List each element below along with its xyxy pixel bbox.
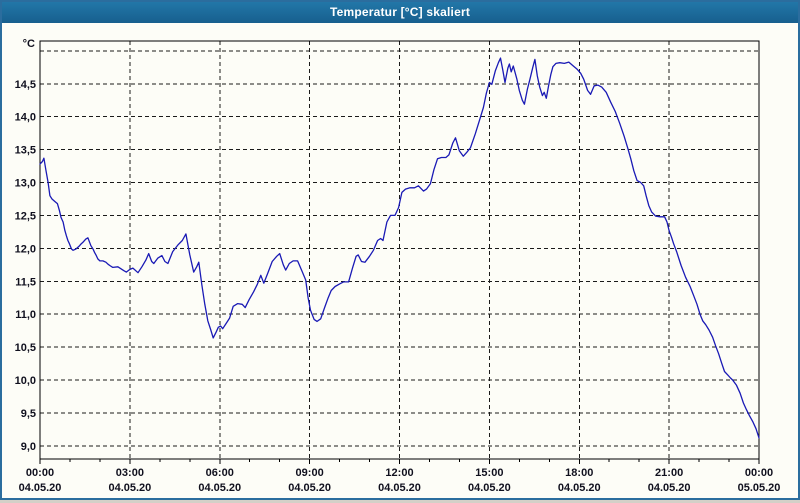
x-tick-date-label: 04.05.20: [468, 482, 511, 494]
y-tick-label: 12,0: [15, 243, 36, 255]
x-tick-time-label: 21:00: [655, 467, 683, 479]
y-tick-label: 10,5: [15, 342, 36, 354]
series-line-temperatur: [39, 57, 760, 439]
x-tick-date-label: 04.05.20: [198, 482, 241, 494]
x-tick-time-label: 09:00: [296, 467, 324, 479]
y-tick-label: 9,5: [21, 408, 36, 420]
x-tick-time-label: 00:00: [26, 467, 54, 479]
chart-area: 9,0 9,5 10,0 10,5 11,0 11,5 12,0 12,5 13,0 13,5 14…: [2, 23, 798, 498]
y-tick-label: 12,5: [15, 210, 36, 222]
x-tick-date-label: 04.05.20: [19, 482, 62, 494]
x-tick-time-label: 06:00: [206, 467, 234, 479]
plot-border: [39, 40, 760, 460]
x-tick-date-label: 04.05.20: [378, 482, 421, 494]
x-tick-time-label: 15:00: [475, 467, 503, 479]
x-tick-date-label: 04.05.20: [558, 482, 601, 494]
window-titlebar[interactable]: Temperatur [°C] skaliert: [2, 2, 798, 23]
y-tick-label: 14,0: [15, 112, 36, 124]
x-tick-date-label: 04.05.20: [648, 482, 691, 494]
y-tick-label: 10,0: [15, 375, 36, 387]
y-axis-unit-label: °C: [23, 38, 35, 50]
temperature-chart: 9,0 9,5 10,0 10,5 11,0 11,5 12,0 12,5 13,0 13,5 14…: [15, 38, 781, 494]
y-tick-label: 14,5: [15, 79, 36, 91]
y-tick-label: 9,0: [21, 441, 36, 453]
x-tick-time-label: 00:00: [745, 467, 773, 479]
x-tick-time-label: 12:00: [385, 467, 413, 479]
x-tick-time-label: 18:00: [565, 467, 593, 479]
y-tick-label: 11,0: [15, 309, 36, 321]
y-tick-label: 13,5: [15, 145, 36, 157]
x-tick-date-label: 05.05.20: [738, 482, 781, 494]
y-tick-label: 13,0: [15, 178, 36, 190]
window-title: Temperatur [°C] skaliert: [329, 5, 471, 19]
y-tick-label: 11,5: [15, 276, 36, 288]
x-tick-date-label: 04.05.20: [108, 482, 151, 494]
x-tick-date-label: 04.05.20: [288, 482, 331, 494]
x-tick-time-label: 03:00: [116, 467, 144, 479]
